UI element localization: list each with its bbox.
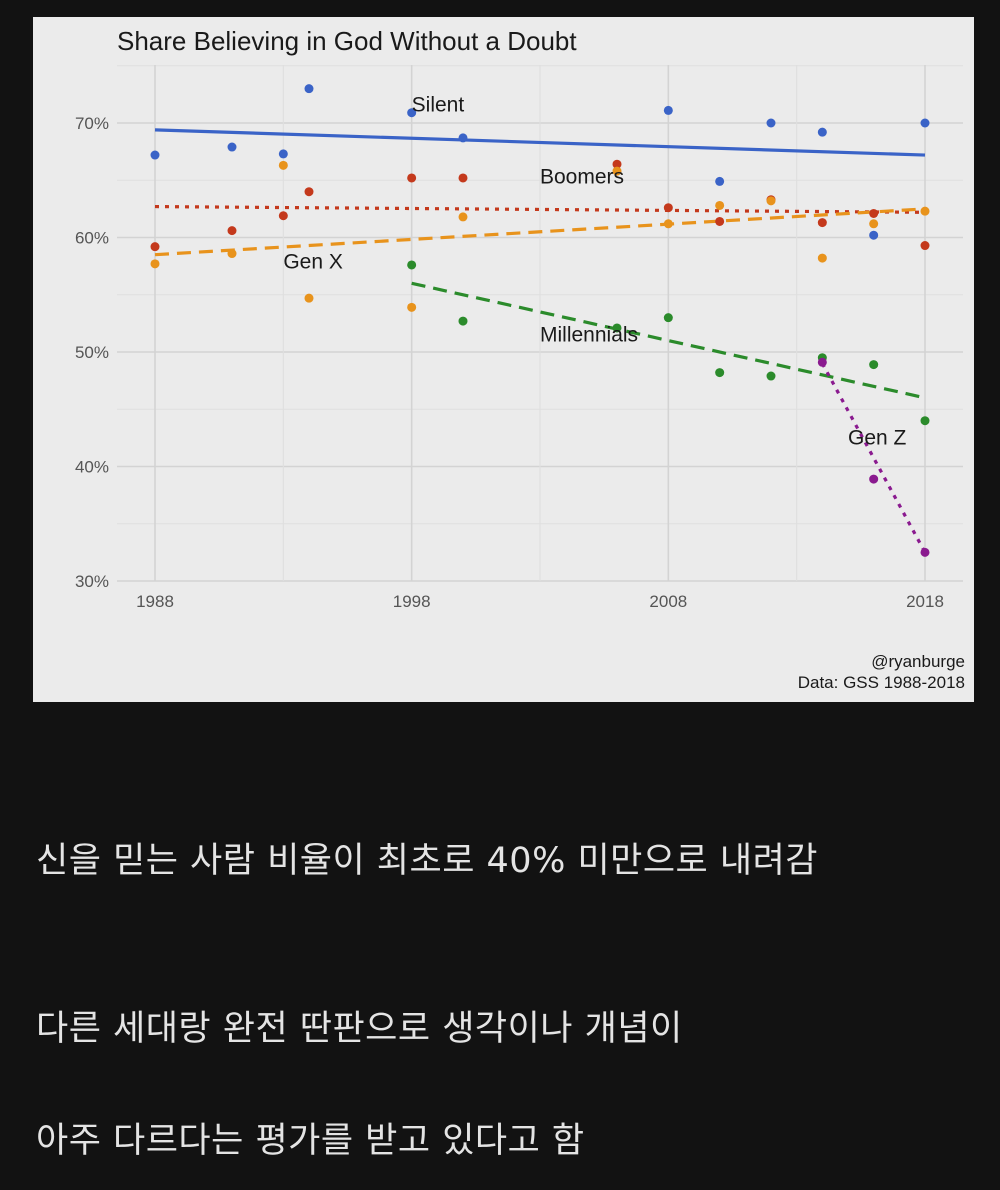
data-point-gen-x (407, 302, 417, 312)
data-point-gen-x (227, 249, 237, 259)
data-point-boomers (817, 218, 827, 228)
x-tick-label: 2018 (906, 592, 944, 611)
series-label-boomers: Boomers (540, 166, 624, 189)
data-point-millennials (458, 316, 468, 326)
data-point-boomers (715, 216, 725, 226)
y-tick-label: 60% (75, 229, 109, 248)
data-point-gen-z (920, 547, 930, 557)
data-point-millennials (766, 371, 776, 381)
data-point-silent (304, 84, 314, 94)
data-point-millennials (715, 368, 725, 378)
series-label-gen-x: Gen X (283, 250, 343, 273)
data-point-silent (458, 133, 468, 143)
data-point-gen-x (278, 160, 288, 170)
data-point-millennials (407, 260, 417, 270)
data-point-silent (715, 176, 725, 186)
data-point-boomers (458, 173, 468, 183)
y-tick-label: 70% (75, 114, 109, 133)
data-point-boomers (612, 159, 622, 169)
series-label-silent: Silent (412, 94, 465, 117)
post-text-line-2: 다른 세대랑 완전 딴판으로 생각이나 개념이 (36, 1009, 683, 1049)
data-point-silent (407, 108, 417, 118)
data-point-silent (278, 149, 288, 159)
chart-title: Share Believing in God Without a Doubt (117, 26, 577, 56)
data-point-silent (766, 118, 776, 128)
data-point-gen-x (612, 166, 622, 176)
series-label-millennials: Millennials (540, 324, 638, 347)
data-point-millennials (869, 360, 879, 370)
data-point-silent (920, 118, 930, 128)
data-point-silent (227, 142, 237, 152)
data-point-silent (817, 127, 827, 137)
data-point-silent (150, 150, 160, 160)
series-label-gen-z: Gen Z (848, 427, 907, 450)
data-points (150, 84, 930, 557)
data-point-millennials (920, 416, 930, 426)
data-point-boomers (407, 173, 417, 183)
y-tick-label: 40% (75, 458, 109, 477)
post-text-line-3: 아주 다르다는 평가를 받고 있다고 함 (36, 1121, 585, 1161)
chart-plot: 30% 40% 50% 60% 70% 1988 1998 2008 2018 Silent Bo… (75, 26, 965, 692)
trend-lines (154, 128, 927, 554)
data-point-gen-x (663, 219, 673, 229)
trend-line-boomers (154, 204, 926, 214)
trend-line-silent (154, 128, 926, 157)
data-point-silent (663, 105, 673, 115)
data-point-gen-z (817, 357, 827, 367)
data-point-boomers (920, 241, 930, 251)
trend-line-gen-x (154, 207, 926, 257)
data-point-silent (869, 230, 879, 240)
data-point-gen-x (817, 253, 827, 263)
data-point-boomers (278, 211, 288, 221)
data-point-gen-x (920, 206, 930, 216)
data-point-gen-x (869, 219, 879, 229)
data-point-boomers (227, 226, 237, 236)
series-labels: Silent Boomers Gen X Millennials Gen Z (283, 94, 906, 450)
data-point-millennials (612, 323, 622, 333)
data-point-gen-x (766, 196, 776, 206)
chart-card: 30% 40% 50% 60% 70% 1988 1998 2008 2018 Silent Bo… (33, 17, 974, 702)
x-tick-label: 1998 (393, 592, 431, 611)
x-tick-label: 2008 (649, 592, 687, 611)
data-point-millennials (663, 313, 673, 323)
chart-credit: @ryanburge (871, 652, 965, 671)
y-tick-label: 30% (75, 572, 109, 591)
post-text-line-1: 신을 믿는 사람 비율이 최초로 40% 미만으로 내려감 (36, 841, 818, 881)
data-point-boomers (150, 242, 160, 252)
data-point-gen-x (150, 259, 160, 269)
data-point-gen-x (715, 200, 725, 210)
axis-tick-labels: 30% 40% 50% 60% 70% 1988 1998 2008 2018 (75, 114, 944, 611)
data-point-gen-z (869, 474, 879, 484)
y-tick-label: 50% (75, 343, 109, 362)
data-point-boomers (304, 187, 314, 197)
x-tick-label: 1988 (136, 592, 174, 611)
data-point-gen-x (304, 293, 314, 303)
data-point-gen-x (458, 212, 468, 222)
chart-source: Data: GSS 1988-2018 (798, 673, 965, 692)
data-point-boomers (869, 208, 879, 218)
data-point-boomers (663, 203, 673, 213)
